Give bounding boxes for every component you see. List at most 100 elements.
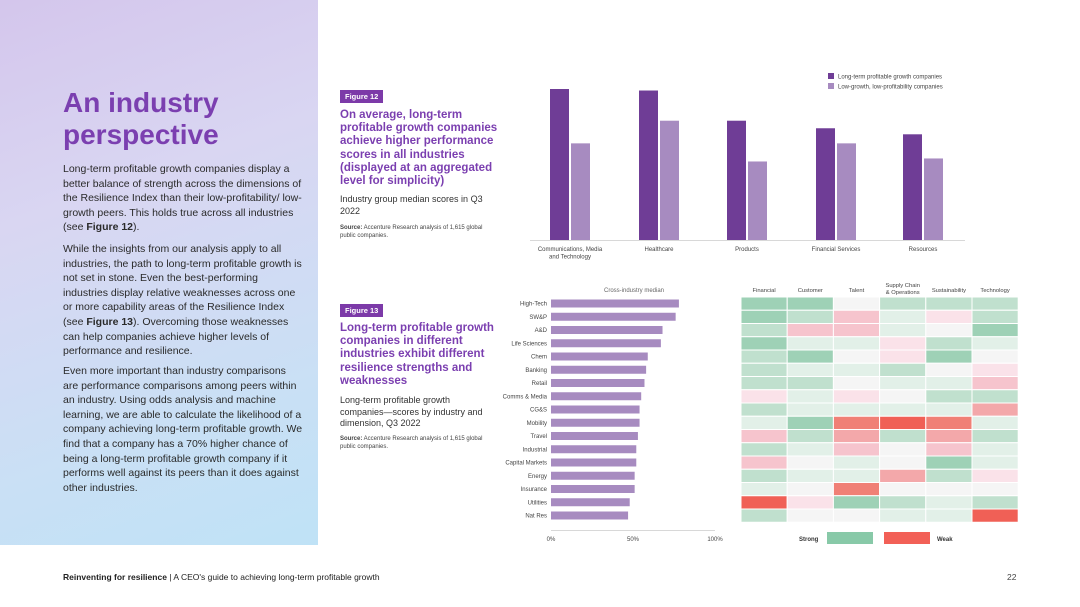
heatmap-column-label: Supply Chain bbox=[885, 283, 919, 289]
heatmap-cell bbox=[786, 376, 834, 391]
heatmap-cell bbox=[925, 389, 973, 404]
figure13-title: Long-term profitable growth companies in… bbox=[340, 322, 494, 387]
heatmap-cell bbox=[971, 296, 1019, 311]
heatmap-cell bbox=[925, 309, 973, 324]
paragraph-text: ). bbox=[133, 221, 140, 234]
heatmap-cell bbox=[786, 402, 834, 417]
heatmap-cell bbox=[832, 309, 881, 324]
heatmap-cell bbox=[740, 349, 788, 364]
heatmap-cell bbox=[832, 349, 881, 364]
heatmap-cell bbox=[925, 442, 973, 457]
heatmap-cell bbox=[971, 495, 1019, 510]
heatmap-cell bbox=[971, 468, 1019, 483]
heatmap-cell bbox=[832, 508, 881, 523]
heatmap-cell bbox=[971, 389, 1019, 404]
heatmap-cell bbox=[879, 415, 927, 430]
heatmap-cell bbox=[832, 495, 881, 510]
heatmap-cell bbox=[925, 415, 973, 430]
fig12-category-label: Financial Services bbox=[812, 247, 861, 253]
heatmap-cell bbox=[740, 389, 788, 404]
fig13-bar bbox=[551, 379, 645, 387]
fig13-median-title: Cross-industry median bbox=[604, 288, 664, 294]
heatmap-cell bbox=[832, 376, 881, 391]
fig13-industry-label: Travel bbox=[531, 434, 547, 440]
heatmap-cell bbox=[925, 455, 973, 470]
page-number: 22 bbox=[1007, 572, 1017, 582]
fig13-bar bbox=[551, 299, 679, 308]
paragraph-text: Long-term profitable growth companies di… bbox=[63, 163, 302, 234]
fig13-bar bbox=[551, 352, 648, 361]
heatmap-cell bbox=[971, 442, 1019, 457]
fig13-industry-label: High-Tech bbox=[520, 302, 547, 308]
heatmap-cell bbox=[971, 349, 1019, 364]
intro-paragraph: Long-term profitable growth companies di… bbox=[63, 162, 303, 235]
fig13-industry-label: SW&P bbox=[529, 315, 547, 321]
heatmap-cell bbox=[740, 495, 788, 510]
fig13-bar bbox=[551, 432, 638, 440]
figure12-badge: Figure 12 bbox=[340, 90, 384, 103]
fig13-industry-label: Retail bbox=[532, 381, 547, 387]
heatmap-cell bbox=[786, 508, 834, 523]
footer-report-name: Reinventing for resilience bbox=[63, 572, 167, 582]
fig12-category-label: Resources bbox=[909, 247, 938, 253]
heatmap-cell bbox=[740, 336, 788, 351]
heatmap-cell bbox=[971, 376, 1019, 391]
heatmap-cell bbox=[740, 468, 788, 483]
figure12-subtitle: Industry group median scores in Q3 2022 bbox=[340, 194, 483, 216]
paragraph-text: ). Overcoming those weaknesses can help … bbox=[63, 315, 289, 358]
footer-report-subtitle: A CEO's guide to achieving long-term pro… bbox=[173, 572, 380, 582]
heatmap-cell bbox=[786, 336, 834, 351]
heatmap-cell bbox=[740, 482, 788, 497]
paragraph-text: While the insights from our analysis app… bbox=[63, 243, 302, 328]
fig13-tick-label: 50% bbox=[627, 537, 640, 543]
heatmap-cell bbox=[879, 296, 927, 311]
source-text: Accenture Research analysis of 1,615 glo… bbox=[340, 225, 483, 239]
fig13-industry-label: Nat Res bbox=[525, 514, 547, 520]
heatmap-cell bbox=[740, 296, 788, 311]
heatmap-cell bbox=[879, 468, 927, 483]
fig12-legend-swatch bbox=[828, 73, 834, 79]
heatmap-cell bbox=[832, 442, 881, 457]
heatmap-cell bbox=[786, 455, 834, 470]
fig13-tick-label: 0% bbox=[547, 537, 556, 543]
fig12-category-label: and Technology bbox=[549, 255, 591, 261]
fig13-bar bbox=[551, 326, 663, 334]
heatmap-legend-strong-swatch bbox=[827, 532, 873, 544]
heatmap-cell bbox=[832, 296, 881, 311]
fig12-legend-label: Low-growth, low-profitability companies bbox=[838, 85, 943, 91]
heatmap-cell bbox=[786, 362, 834, 377]
source-label: Source: bbox=[340, 436, 363, 442]
heatmap-cell bbox=[832, 323, 881, 338]
fig12-bar bbox=[837, 143, 856, 240]
fig12-bar bbox=[550, 89, 569, 240]
heatmap-cell bbox=[925, 376, 973, 391]
heatmap-column-label: Financial bbox=[752, 288, 775, 294]
figure12-source: Source: Accenture Research analysis of 1… bbox=[340, 225, 490, 240]
heatmap-cell bbox=[925, 508, 973, 523]
heatmap-cell bbox=[925, 296, 973, 311]
fig12-bar bbox=[748, 161, 767, 240]
heatmap-cell bbox=[786, 296, 834, 311]
fig12-bar bbox=[571, 143, 590, 240]
heatmap-column-label: Sustainability bbox=[932, 288, 966, 294]
heatmap-cell bbox=[925, 336, 973, 351]
fig13-bar bbox=[551, 498, 630, 507]
heatmap-legend-weak-label: Weak bbox=[937, 537, 953, 543]
heatmap-cell bbox=[971, 415, 1019, 430]
fig12-bar bbox=[924, 158, 943, 240]
heatmap-cell bbox=[971, 323, 1019, 338]
heatmap-cell bbox=[879, 362, 927, 377]
heatmap-cell bbox=[832, 362, 881, 377]
figure12-title: On average, long-term profitable growth … bbox=[340, 109, 498, 188]
heatmap-column-label: Customer bbox=[798, 288, 823, 294]
heatmap-cell bbox=[971, 362, 1019, 377]
heatmap-column-label: Talent bbox=[849, 288, 865, 294]
heatmap-cell bbox=[786, 495, 834, 510]
fig13-bar bbox=[551, 458, 637, 467]
heatmap-cell bbox=[925, 468, 973, 483]
heatmap-cell bbox=[786, 309, 834, 324]
heatmap-cell bbox=[786, 349, 834, 364]
heatmap-cell bbox=[740, 415, 788, 430]
heatmap-cell bbox=[832, 429, 881, 444]
